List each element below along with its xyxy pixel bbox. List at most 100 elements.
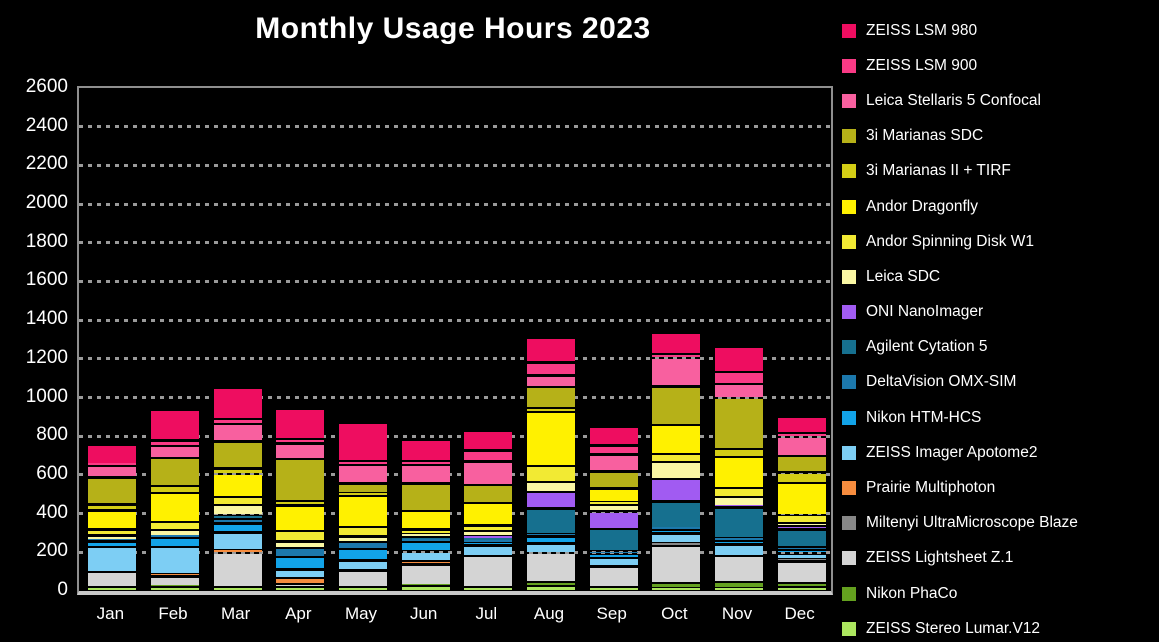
bar-segment <box>777 457 826 472</box>
bar-segment <box>276 558 325 569</box>
legend-item: ZEISS LSM 900 <box>842 48 1078 83</box>
bar-segment <box>589 446 638 454</box>
bar-segment <box>151 523 199 529</box>
bar-mar <box>213 88 262 591</box>
gridline <box>79 163 831 167</box>
bar-segment <box>151 547 199 573</box>
bar-segment <box>589 567 638 587</box>
bar-segment <box>527 533 575 536</box>
legend-item: Nikon HTM-HCS <box>842 400 1078 435</box>
bar-segment <box>88 467 137 477</box>
bar-segment <box>151 494 199 521</box>
y-tick-label: 1000 <box>25 385 68 407</box>
bar-segment <box>464 451 513 461</box>
bar-segment <box>276 584 325 587</box>
bar-segment <box>88 478 137 504</box>
bar-oct <box>652 88 701 591</box>
bar-segment <box>151 447 199 457</box>
bar-segment <box>213 524 262 532</box>
legend-label: Andor Spinning Disk W1 <box>866 232 1034 250</box>
bar-segment <box>151 441 199 445</box>
bar-segment <box>464 557 513 586</box>
legend-item: 3i Marianas SDC <box>842 119 1078 154</box>
bar-segment <box>777 484 826 514</box>
bar-segment <box>652 455 701 461</box>
bar-segment <box>527 409 575 411</box>
bar-segment <box>213 553 262 587</box>
bar-segment <box>715 458 763 487</box>
bar-segment <box>151 577 199 585</box>
bar-segment <box>88 463 137 465</box>
legend-label: Andor Dragonfly <box>866 197 979 215</box>
gridline <box>79 318 831 322</box>
bar-segment <box>276 506 325 530</box>
bar-segment <box>464 540 513 543</box>
bar-segment <box>589 472 638 488</box>
bar-segment <box>652 534 701 542</box>
bar-segment <box>464 536 513 538</box>
bar-segment <box>652 426 701 453</box>
legend-swatch-icon <box>842 234 856 249</box>
bar-segment <box>652 334 701 354</box>
bar-segment <box>777 434 826 436</box>
bar-segment <box>276 410 325 438</box>
bar-segment <box>151 535 199 537</box>
bar-segment <box>715 588 763 590</box>
legend-swatch-icon <box>842 58 856 73</box>
legend-label: Prairie Multiphoton <box>866 479 996 497</box>
bar-nov <box>715 88 763 591</box>
gridline <box>79 434 831 438</box>
legend-item: ZEISS Imager Apotome2 <box>842 435 1078 470</box>
x-tick-label: Jun <box>409 604 438 623</box>
x-tick-label: Nov <box>721 604 753 623</box>
bar-segment <box>777 438 826 455</box>
bar-segment <box>401 561 450 564</box>
y-tick-label: 2600 <box>25 76 68 97</box>
bar-may <box>339 88 387 591</box>
bar-segment <box>213 520 262 523</box>
legend-label: DeltaVision OMX-SIM <box>866 373 1017 391</box>
bar-segment <box>715 545 763 555</box>
bar-segment <box>88 538 137 541</box>
bar-segment <box>652 584 701 588</box>
bar-segment <box>339 543 387 548</box>
bar-segment <box>589 455 638 471</box>
x-tick-label: Dec <box>784 604 815 623</box>
bar-segment <box>589 489 638 502</box>
bar-segment <box>589 506 638 511</box>
bar-segment <box>777 550 826 553</box>
gridline <box>79 396 831 400</box>
x-tick-label: Sep <box>596 604 627 623</box>
legend-item: ZEISS LSM 980 <box>842 13 1078 48</box>
bar-segment <box>777 526 826 529</box>
bar-segment <box>464 432 513 450</box>
legend-swatch-icon <box>842 199 856 214</box>
bar-segment <box>276 570 325 578</box>
bar-segment <box>652 530 701 533</box>
legend-swatch-icon <box>842 551 856 566</box>
legend-item: Leica SDC <box>842 259 1078 294</box>
legend-swatch-icon <box>842 129 856 144</box>
legend-label: Nikon PhaCo <box>866 584 958 602</box>
bar-segment <box>652 462 701 478</box>
bar-apr <box>276 88 325 591</box>
bar-segment <box>151 487 199 492</box>
legend-swatch-icon <box>842 516 856 531</box>
bar-segment <box>777 554 826 559</box>
gridline <box>79 473 831 477</box>
bar-segment <box>88 548 137 572</box>
bar-segment <box>527 467 575 481</box>
bar-segment <box>715 373 763 383</box>
bar-segment <box>401 466 450 483</box>
bar-segment <box>213 533 262 549</box>
legend-swatch-icon <box>842 586 856 601</box>
legend-item: Andor Dragonfly <box>842 189 1078 224</box>
legend-label: Miltenyi UltraMicroscope Blaze <box>866 514 1078 532</box>
legend-label: Leica Stellaris 5 Confocal <box>866 91 1041 109</box>
bar-segment <box>464 532 513 536</box>
bar-segment <box>339 466 387 483</box>
bar-segment <box>652 359 701 386</box>
bar-jun <box>401 88 450 591</box>
bar-segment <box>401 552 450 561</box>
bar-segment <box>527 413 575 466</box>
